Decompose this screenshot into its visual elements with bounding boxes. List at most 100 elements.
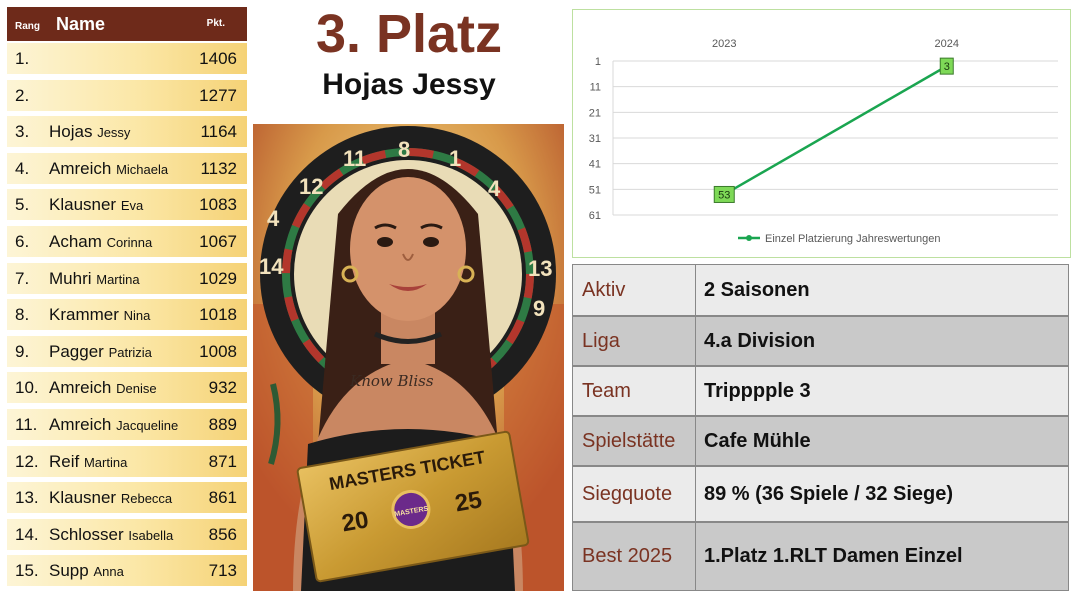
svg-text:8: 8 [398,137,410,162]
svg-text:4: 4 [267,206,280,231]
info-row: Liga 4.a Division [572,316,1069,366]
rank-position: 4. [15,158,30,178]
rank-column-header: Rang [15,21,40,32]
y-tick-label: 1 [595,56,601,68]
rank-position: 3. [15,122,30,142]
player-first-name: Patrizia [108,344,152,360]
player-last-name: Muhri Martina [49,268,140,288]
info-value: Tripppple 3 [696,366,1069,416]
player-last-name: Klausner Eva [49,195,144,215]
ranking-row: 14. Schlosser Isabella 856 [7,518,247,550]
player-first-name: Nina [123,308,151,324]
ranking-row: 3. Hojas Jessy 1164 [7,116,247,148]
x-category-label: 2023 [712,38,736,50]
info-row: Spielstätte Cafe Mühle [572,416,1069,466]
y-tick-label: 41 [589,159,601,171]
player-points: 1083 [199,195,237,215]
data-label: 53 [718,189,730,201]
ranking-row: 8. Krammer Nina 1018 [7,299,247,331]
player-points: 1132 [200,158,237,178]
info-value: Cafe Mühle [696,416,1069,466]
player-last-name: Schlosser Isabella [49,524,174,544]
ranking-row: 11. Amreich Jacqueline 889 [7,409,247,440]
ticket-year-left: 20 [340,506,371,537]
player-points: 1018 [199,305,237,325]
x-category-label: 2024 [935,38,959,50]
ranking-row: 2. 1277 [7,79,247,111]
player-points: 1277 [199,85,237,105]
rank-position: 9. [15,341,30,361]
player-points: 871 [208,451,237,471]
rank-position: 14. [15,524,39,544]
svg-text:9: 9 [533,296,545,321]
data-label: 3 [944,61,950,73]
player-info-table: Aktiv 2 Saisonen Liga 4.a Division Team Tripp… [572,264,1069,591]
player-first-name: Rebecca [120,491,173,507]
player-first-name: Denise [116,381,157,397]
player-first-name: Martina [96,271,140,287]
player-last-name: Klausner Rebecca [49,488,173,508]
name-column-header: Name [56,14,106,34]
rank-position: 2. [15,85,30,105]
info-key: Liga [572,316,696,366]
player-first-name: Jessy [97,125,131,141]
rank-position: 15. [15,561,39,581]
rank-position: 11. [15,415,38,434]
ranking-row: 7. Muhri Martina 1029 [7,262,247,294]
player-name: Hojas Jessy [322,68,496,101]
info-key: Team [572,366,696,416]
info-key: Siegquote [572,466,696,522]
player-points: 856 [208,524,237,544]
ranking-row: 9. Pagger Patrizia 1008 [7,335,247,367]
y-tick-label: 31 [589,133,601,145]
ranking-row: 13. Klausner Rebecca 861 [7,482,247,514]
rank-position: 6. [15,232,30,251]
player-last-name: Supp Anna [49,561,124,581]
rank-position: 5. [15,195,30,215]
ranking-table: Rang Name Pkt. 1. 1406 2. 1277 3. Hojas Jes… [7,7,247,587]
player-last-name: Pagger Patrizia [49,341,152,361]
rank-position: 12. [15,451,39,471]
dartboard-numbers: 11 8 1 12 4 14 13 4 9 [259,137,552,321]
y-tick-label: 11 [590,82,601,94]
player-last-name: Acham Corinna [49,232,153,251]
player-last-name: Reif Martina [49,451,128,471]
player-first-name: Eva [120,198,144,214]
ranking-row: 12. Reif Martina 871 [7,445,247,477]
placement-chart: 1 11 21 31 41 51 61 2023 2024 53 3 Einzel Platzieru… [572,9,1071,258]
player-first-name: Isabella [128,527,174,543]
rank-position: 1. [15,49,30,68]
legend-marker-dot [746,235,752,241]
ranking-row: 10. Amreich Denise 932 [7,372,247,404]
ranking-row: 15. Supp Anna 713 [7,555,247,587]
ticket-year-right: 25 [453,486,484,517]
player-points: 1029 [199,268,237,288]
player-points: 932 [208,378,237,398]
data-label-box [713,185,735,203]
info-row: Best 2025 1.Platz 1.RLT Damen Einzel [572,522,1069,591]
player-first-name: Corinna [106,235,153,250]
player-illustration: 11 8 1 12 4 14 13 4 9 Know Bliss [253,124,564,591]
info-value: 89 % (36 Spiele / 32 Siege) [696,466,1069,522]
info-key: Aktiv [572,264,696,316]
player-last-name: Amreich Denise [49,378,157,398]
portrait-artwork: 11 8 1 12 4 14 13 4 9 Know Bliss [253,124,564,591]
info-value: 1.Platz 1.RLT Damen Einzel [696,522,1069,591]
rank-position: 7. [15,268,30,288]
player-first-name: Michaela [116,161,169,177]
svg-text:1: 1 [449,146,461,171]
svg-text:11: 11 [343,146,366,171]
points-column-header: Pkt. [206,18,225,29]
ranking-row: 5. Klausner Eva 1083 [7,189,247,221]
ranking-header: Rang Name Pkt. [7,7,247,41]
info-key: Spielstätte [572,416,696,466]
svg-text:4: 4 [488,176,501,201]
ranking-row: 4. Amreich Michaela 1132 [7,152,247,184]
info-value: 2 Saisonen [696,264,1069,316]
player-last-name: Amreich Michaela [49,158,169,178]
info-row: Siegquote 89 % (36 Spiele / 32 Siege) [572,466,1069,522]
player-first-name: Martina [83,454,128,470]
player-points: 1164 [200,122,237,142]
player-points: 1406 [199,49,237,68]
